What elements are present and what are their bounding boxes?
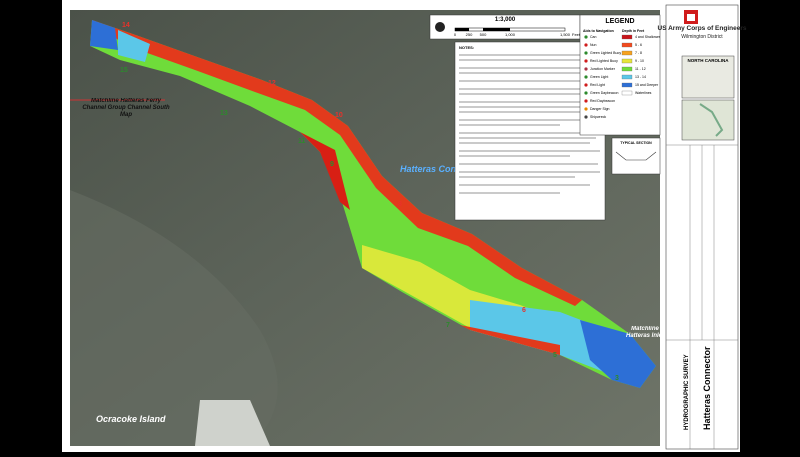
legend-symbol (584, 115, 588, 119)
legend-item: Green Daybeacon (590, 91, 618, 95)
legend-item: Red Daybeacon (590, 99, 615, 103)
marker: 13 (220, 110, 228, 117)
legend-item: 13 - 14 (635, 75, 646, 79)
scale-tick: 500 (480, 32, 487, 37)
legend-item: Nun (590, 43, 596, 47)
legend-box (579, 14, 661, 136)
legend-item: 7 - 8 (635, 51, 642, 55)
usace-logo-castle (687, 14, 695, 21)
marker: 14 (122, 22, 130, 29)
section-profile (615, 151, 657, 161)
marker: 9 (330, 161, 334, 168)
marker: 6 (522, 307, 526, 314)
legend-symbol (584, 51, 588, 55)
marker: 12 (268, 80, 276, 87)
notes-text (459, 54, 600, 194)
legend-item: 9 - 10 (635, 59, 644, 63)
legend-item: 11 - 12 (635, 67, 646, 71)
scale-bar-seg (455, 28, 469, 31)
land (195, 400, 270, 446)
project-title: Hatteras Connector (702, 346, 712, 430)
legend-item: Red Lighted Buoy (590, 59, 618, 63)
scale-unit: Feet (572, 32, 581, 37)
island-label: Ocracoke Island (96, 414, 166, 424)
legend-title: LEGEND (605, 18, 634, 25)
legend-item: 15 and Deeper (635, 83, 659, 87)
channel-label: Hatteras Connector (400, 164, 484, 174)
legend-heading: Aids to Navigation (583, 29, 614, 33)
scale-bar-seg (483, 28, 510, 31)
legend-swatch (621, 34, 633, 40)
legend-symbol (584, 35, 588, 39)
legend-symbol (584, 59, 588, 63)
marker: 5 (553, 352, 557, 359)
legend-swatch (621, 66, 633, 72)
legend-item: Red Light (590, 83, 605, 87)
inset-label: NORTH CAROLINA (688, 58, 730, 63)
legend-symbol (584, 99, 588, 103)
legend-item: Junction Marker (590, 67, 616, 71)
matchline-south-wrap: Matchline Hatteras Inlet (625, 326, 664, 339)
legend-swatch (621, 82, 633, 88)
legend-swatch (621, 50, 633, 56)
scale-tick: 0 (454, 32, 457, 37)
matchline-north-wrap: Matchline Hatteras Ferry Channel Group C… (82, 98, 170, 118)
inset-map-detail (681, 99, 735, 141)
marker: 8 (398, 201, 402, 208)
legend-swatch (621, 58, 633, 64)
legend-symbol (584, 75, 588, 79)
legend-item: Shipwreck (590, 115, 606, 119)
survey-label: HYDROGRAPHIC SURVEY (684, 354, 690, 430)
matchline-south: Matchline Hatteras Inlet (625, 326, 664, 339)
scale-tick: 250 (466, 32, 473, 37)
marker: 15 (120, 67, 128, 74)
marker: 10 (335, 112, 343, 119)
legend-symbol (584, 107, 588, 111)
legend-item: 4 and Shallower (635, 35, 661, 39)
markers: 14 15 13 12 10 11 9 8 7 6 5 3 (120, 22, 619, 382)
legend-swatch (621, 74, 633, 80)
legend-item: Green Lighted Buoy (590, 51, 621, 55)
title-block-grid (666, 144, 738, 449)
marker: 7 (446, 322, 450, 329)
agency: US Army Corps of Engineers (658, 25, 747, 32)
shoal (70, 190, 278, 446)
legend-symbol (584, 43, 588, 47)
scale-ratio: 1:3,000 (495, 17, 516, 23)
marker: 3 (615, 375, 619, 382)
legend-item: 5 - 6 (635, 43, 642, 47)
inset-map (681, 55, 735, 99)
north-arrow (435, 22, 445, 32)
scale-tick: 1,500 (560, 32, 571, 37)
section-title: TYPICAL SECTION (620, 141, 652, 145)
legend-item: Waterlines (635, 91, 652, 95)
legend-symbol (584, 91, 588, 95)
inset-coast (699, 103, 724, 137)
legend-item: Can (590, 35, 596, 39)
legend-heading: Depth in Feet (622, 29, 645, 33)
section-box (611, 137, 661, 175)
matchline-north: Matchline Hatteras Ferry Channel Group C… (82, 98, 170, 118)
legend-swatch (621, 42, 633, 48)
legend-item: Danger Sign (590, 107, 610, 111)
scale-box (429, 14, 581, 40)
scale-tick: 1,000 (505, 32, 516, 37)
notes-heading: NOTES: (459, 45, 474, 50)
legend-symbol (584, 83, 588, 87)
legend-item: Green Light (590, 75, 608, 79)
legend-swatch (621, 90, 633, 96)
district: Wilmington District (681, 34, 723, 40)
legend-symbol (584, 67, 588, 71)
channel-survey (90, 20, 656, 388)
marker: 11 (298, 138, 306, 145)
